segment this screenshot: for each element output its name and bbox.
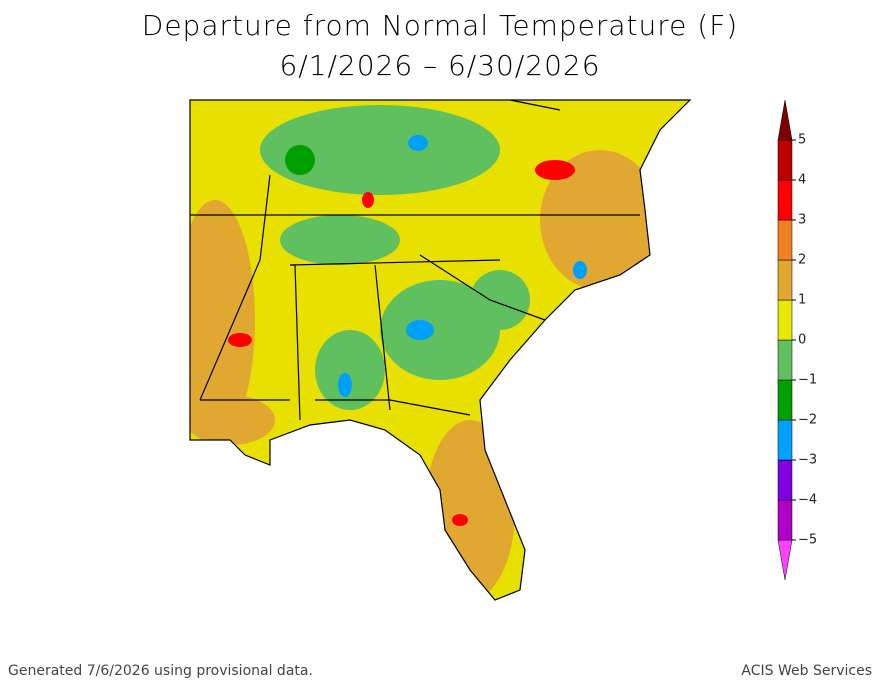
- colorbar-bin: [777, 299, 793, 341]
- colorbar-tick-label: −5: [798, 533, 817, 548]
- map: [189, 99, 692, 601]
- colorbar-tick-label: 4: [798, 173, 806, 188]
- colorbar-tick-label: 0: [798, 333, 806, 348]
- colorbar-bin: [777, 339, 793, 381]
- footer-right: ACIS Web Services: [741, 663, 872, 679]
- colorbar-bin: [777, 499, 793, 541]
- colorbar-tick-label: 1: [798, 293, 806, 308]
- colorbar: −5 −4 −3 −2 −1 0 1 2 3 4 5: [777, 99, 817, 581]
- colorbar-tick-label: 3: [798, 213, 806, 228]
- colorbar-bin: [777, 179, 793, 221]
- colorbar-bin: [777, 419, 793, 461]
- colorbar-bin: [777, 459, 793, 501]
- colorbar-tick-label: −2: [798, 413, 817, 428]
- colorbar-tick-label: −4: [798, 493, 817, 508]
- colorbar-tick-label: 2: [798, 253, 806, 268]
- colorbar-bin: [777, 139, 793, 181]
- colorbar-tick-label: −3: [798, 453, 817, 468]
- colorbar-end: [777, 539, 793, 581]
- colorbar-bin: [777, 259, 793, 301]
- title: Departure from Normal Temperature (F): [142, 9, 738, 42]
- subtitle: 6/1/2026 – 6/30/2026: [279, 49, 600, 82]
- colorbar-tick-label: −1: [798, 373, 817, 388]
- colorbar-bin: [777, 379, 793, 421]
- footer-left: Generated 7/6/2026 using provisional dat…: [8, 663, 313, 679]
- colorbar-tick-label: 5: [798, 133, 806, 148]
- colorbar-bin: [777, 219, 793, 261]
- colorbar-end: [777, 99, 793, 141]
